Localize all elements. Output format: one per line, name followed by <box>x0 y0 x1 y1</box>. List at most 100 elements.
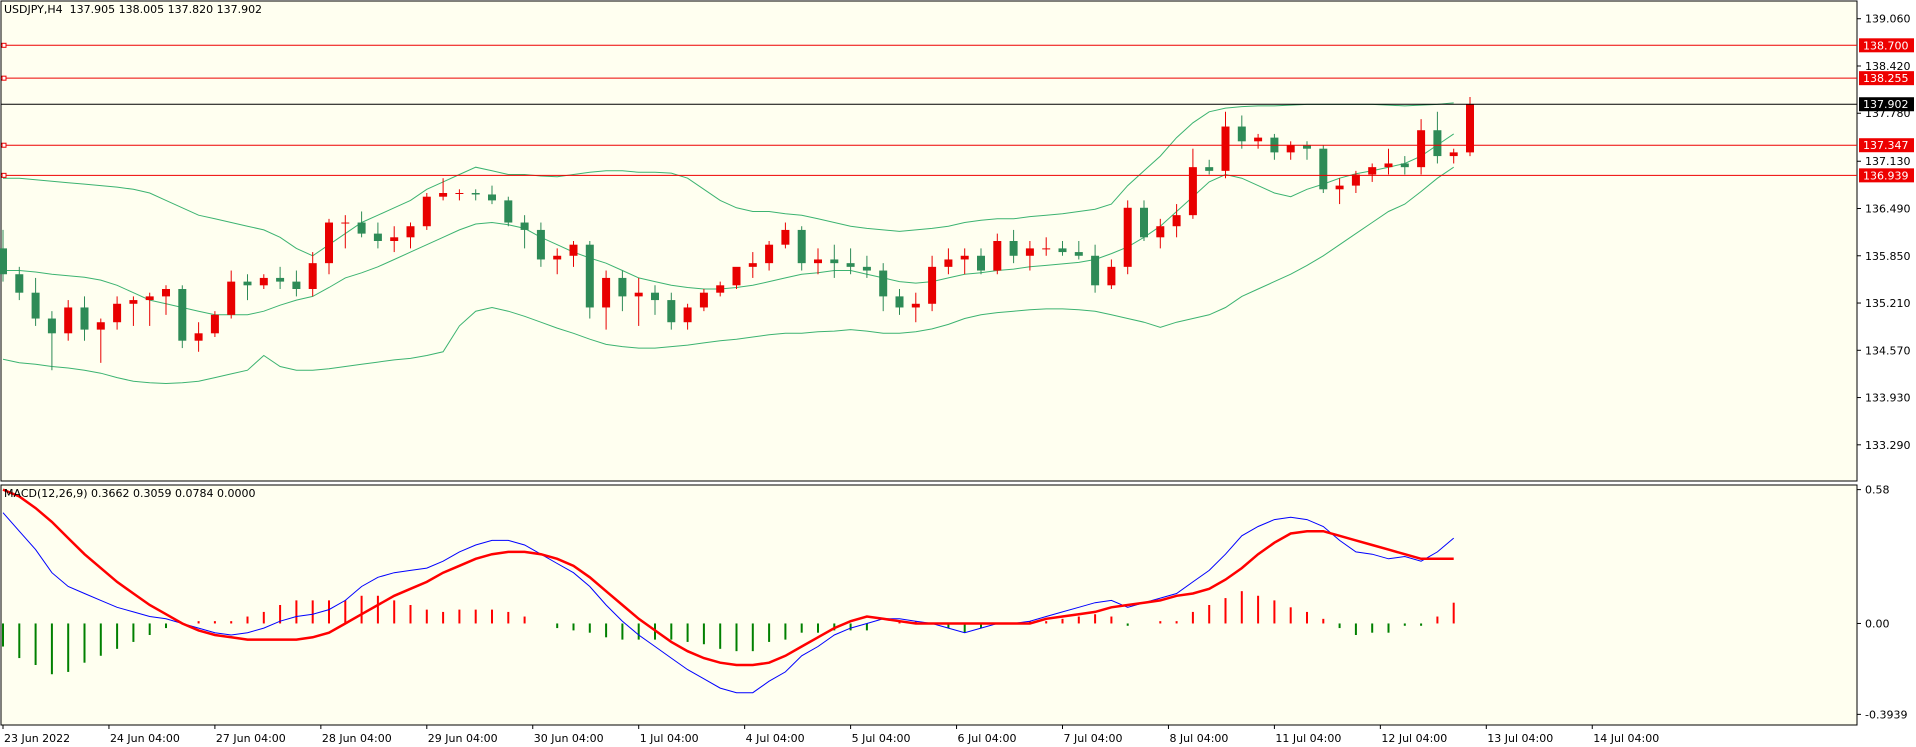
candle <box>960 248 969 275</box>
candle <box>455 189 464 201</box>
candle-body <box>585 244 594 308</box>
level-anchor <box>1 75 7 81</box>
candle-body <box>194 333 203 341</box>
candle-body <box>699 292 708 308</box>
candle-body <box>325 222 333 264</box>
candle-body <box>357 222 366 234</box>
level-anchor <box>1 42 7 48</box>
candle <box>1172 204 1181 238</box>
candle-body <box>47 318 56 334</box>
candle-body <box>504 200 513 223</box>
candle-body <box>1237 126 1246 142</box>
candle-body <box>1074 252 1083 256</box>
price-tick-label: 139.060 <box>1865 13 1911 26</box>
level-label: 138.700 <box>1863 39 1909 52</box>
candle-body <box>569 244 578 256</box>
symbol-header: USDJPY,H4 137.905 138.005 137.820 137.90… <box>4 3 263 16</box>
candle-body <box>602 277 611 308</box>
time-tick-label: 29 Jun 04:00 <box>428 732 498 745</box>
candle-body <box>422 196 431 227</box>
candle-body <box>210 314 219 334</box>
candle-body <box>1433 130 1442 157</box>
candle-body <box>31 292 40 319</box>
macd-lines <box>2 488 1455 694</box>
bollinger-bands <box>2 102 1454 385</box>
candle <box>243 274 252 301</box>
candle-body <box>960 255 969 260</box>
candle <box>162 285 170 315</box>
candle <box>1123 200 1132 275</box>
candle <box>1205 159 1214 175</box>
candle-body <box>765 244 774 264</box>
candle-body <box>0 248 7 275</box>
candle-body <box>390 237 399 241</box>
candle-body <box>1335 185 1344 190</box>
candle <box>814 248 822 275</box>
candle-body <box>944 259 953 267</box>
candle-body <box>1368 167 1377 175</box>
candle-body <box>1466 104 1474 153</box>
candle-body <box>716 285 725 293</box>
candle <box>1237 115 1246 149</box>
price-tick-label: 133.290 <box>1865 439 1911 452</box>
candle-body <box>781 229 790 245</box>
candle <box>1466 97 1474 157</box>
candle <box>716 281 725 297</box>
candle <box>1303 141 1311 160</box>
candle-body <box>1172 215 1181 227</box>
time-tick-label: 1 Jul 04:00 <box>640 732 699 745</box>
candle-body <box>683 307 692 323</box>
candle-body <box>1303 145 1311 149</box>
candle-body <box>162 289 170 297</box>
candle <box>993 233 1002 275</box>
macd-axis: 0.58 0.00 -0.3939 <box>1857 484 1907 721</box>
candle-body <box>846 263 855 267</box>
candle <box>47 311 56 371</box>
candle-body <box>406 226 415 238</box>
candle-body <box>1319 148 1328 190</box>
candle <box>1188 148 1197 219</box>
level-anchor <box>1 142 7 148</box>
candle <box>732 266 741 289</box>
time-tick-label: 13 Jul 04:00 <box>1487 732 1553 745</box>
candle <box>1042 237 1051 256</box>
candle-body <box>373 233 382 241</box>
candle <box>504 196 513 227</box>
candle <box>520 215 529 249</box>
candle-body <box>1351 174 1360 186</box>
candle <box>862 255 871 278</box>
time-tick-label: 8 Jul 04:00 <box>1169 732 1228 745</box>
candle <box>129 296 138 326</box>
candle-body <box>520 222 529 230</box>
candle <box>341 215 350 249</box>
time-tick-label: 7 Jul 04:00 <box>1064 732 1123 745</box>
candle-body <box>536 229 545 260</box>
candle <box>0 229 7 282</box>
horizontal-lines: 138.700 138.255 137.902 137.347 136.939 <box>1 38 1914 183</box>
bb-middle-line <box>3 133 1454 316</box>
candle <box>1009 229 1018 264</box>
candle <box>699 289 708 312</box>
time-tick-label: 4 Jul 04:00 <box>746 732 805 745</box>
level-label-bg <box>1859 38 1914 53</box>
candle-body <box>113 303 122 323</box>
candle-body <box>1091 255 1100 286</box>
candle-body <box>455 193 464 194</box>
candle-body <box>1025 248 1034 256</box>
candle <box>1400 156 1409 175</box>
candle-body <box>993 241 1002 271</box>
time-tick-label: 12 Jul 04:00 <box>1381 732 1447 745</box>
candle <box>797 226 806 271</box>
candle-body <box>618 277 627 297</box>
candle <box>911 292 920 323</box>
candle-body <box>64 307 73 334</box>
time-tick-label: 14 Jul 04:00 <box>1593 732 1659 745</box>
candle <box>1384 148 1393 175</box>
candle <box>1025 241 1034 271</box>
candle-body <box>96 322 105 330</box>
candle-body <box>259 277 268 286</box>
level-label-bg <box>1859 71 1914 86</box>
time-tick-label: 23 Jun 2022 <box>4 732 70 745</box>
candle <box>1449 148 1458 164</box>
candle <box>308 252 317 297</box>
